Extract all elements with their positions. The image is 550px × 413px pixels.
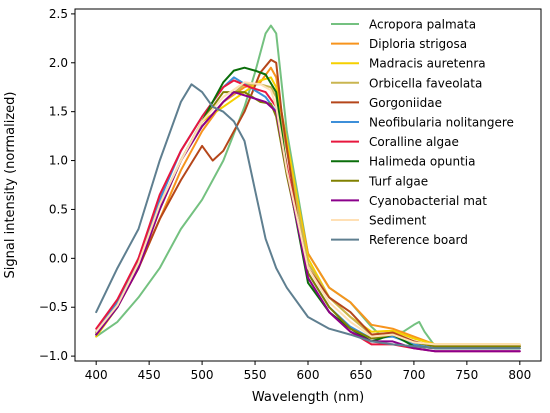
- axis-layer: 400 450 500 550 600 650 700 750 800 −1.0 −0.5 0.0 0.…: [39, 7, 531, 382]
- legend-entry-label: Coralline algae: [369, 135, 459, 149]
- series-line-0: [95, 24, 521, 348]
- x-axis-label: Wavelength (nm): [252, 390, 364, 405]
- series-line-4: [95, 58, 521, 348]
- y-tick-label: 1.0: [49, 154, 68, 168]
- legend-entry-label: Orbicella faveolata: [369, 76, 482, 90]
- legend-entry-label: Madracis auretenra: [369, 57, 486, 71]
- y-axis-label: Signal intensity (normalized): [3, 92, 18, 279]
- y-tick-label: 1.5: [49, 105, 68, 119]
- legend-entry-label: Sediment: [369, 214, 427, 228]
- legend-entry-label: Cyanobacterial mat: [369, 194, 487, 208]
- x-tick-label: 400: [85, 368, 108, 382]
- legend-entry-label: Halimeda opuntia: [369, 155, 475, 169]
- y-tick-label: 0.5: [49, 202, 68, 216]
- x-tick-label: 700: [402, 368, 425, 382]
- legend-entry-label: Gorgoniidae: [369, 96, 442, 110]
- series-layer: [95, 24, 521, 353]
- x-tick-label: 750: [455, 368, 478, 382]
- series-line-11: [95, 83, 521, 350]
- legend-entry-label: Turf algae: [368, 174, 428, 188]
- legend: Acropora palmata Diploria strigosa Madraci…: [331, 18, 514, 247]
- legend-entry-label: Acropora palmata: [369, 18, 476, 32]
- x-tick-label: 600: [297, 368, 320, 382]
- legend-entry-label: Reference board: [369, 233, 468, 247]
- y-tick-label: 2.5: [49, 7, 68, 21]
- y-tick-label: −0.5: [39, 300, 68, 314]
- x-tick-label: 450: [138, 368, 161, 382]
- x-tick-label: 500: [191, 368, 214, 382]
- y-tick-label: −1.0: [39, 349, 68, 363]
- y-tick-label: 0.0: [49, 251, 68, 265]
- x-tick-label: 800: [508, 368, 531, 382]
- legend-entry-label: Diploria strigosa: [369, 37, 467, 51]
- series-line-9: [95, 91, 521, 353]
- x-tick-label: 550: [244, 368, 267, 382]
- y-tick-label: 2.0: [49, 56, 68, 70]
- legend-entry-label: Neofibularia nolitangere: [369, 116, 514, 130]
- x-tick-label: 650: [350, 368, 373, 382]
- series-line-10: [95, 81, 521, 346]
